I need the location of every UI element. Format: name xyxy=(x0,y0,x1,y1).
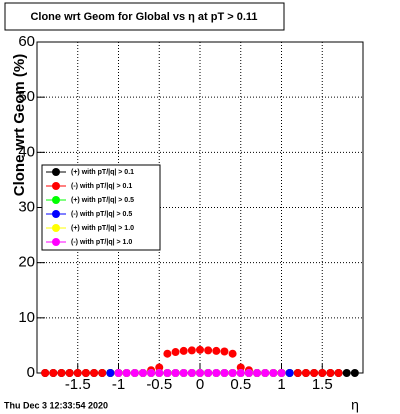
data-point xyxy=(228,349,237,358)
x-tick-label: 0 xyxy=(196,376,204,393)
data-point xyxy=(73,369,82,377)
legend-marker xyxy=(52,210,60,218)
data-point xyxy=(130,369,139,377)
data-point xyxy=(65,369,74,377)
data-point xyxy=(49,369,58,377)
data-point xyxy=(293,369,302,377)
data-point xyxy=(212,369,221,377)
data-point xyxy=(187,369,196,377)
data-point xyxy=(236,369,245,377)
data-point xyxy=(155,363,164,372)
legend-label: (-) with pT/|q| > 0.1 xyxy=(71,183,132,190)
data-point xyxy=(155,369,164,377)
data-point xyxy=(212,346,221,355)
data-point xyxy=(171,348,180,357)
data-point xyxy=(114,369,123,377)
x-tick-label: -1.5 xyxy=(65,376,91,393)
x-tick-label: -0.5 xyxy=(146,376,172,393)
data-point xyxy=(106,369,115,377)
data-point xyxy=(220,369,229,377)
x-tick-label: 0.5 xyxy=(230,376,251,393)
data-point xyxy=(98,369,107,377)
y-tick-label: 30 xyxy=(18,198,35,215)
legend-label: (+) with pT/|q| > 1.0 xyxy=(71,225,134,232)
data-point xyxy=(253,369,262,377)
legend-box xyxy=(41,164,161,251)
y-tick-label: 0 xyxy=(27,364,35,381)
y-tick-label: 60 xyxy=(18,33,35,50)
x-tick-label: 1.5 xyxy=(312,376,333,393)
data-point xyxy=(236,363,245,372)
data-point xyxy=(179,369,188,377)
data-point xyxy=(326,369,335,377)
data-point xyxy=(204,346,213,355)
data-point xyxy=(196,369,204,377)
y-tick-label: 20 xyxy=(18,254,35,271)
chart-title: Clone wrt Geom for Global vs η at pT > 0… xyxy=(30,11,257,23)
data-point xyxy=(220,347,229,356)
legend-marker xyxy=(52,182,60,190)
data-point xyxy=(244,369,253,377)
legend-marker xyxy=(52,224,60,232)
data-point xyxy=(285,369,294,377)
y-axis-label: Clone wrt Geom (%) xyxy=(11,54,28,197)
data-point xyxy=(163,349,172,358)
y-tick-label: 10 xyxy=(18,309,35,326)
data-point xyxy=(187,346,196,355)
data-point xyxy=(228,369,237,377)
legend-label: (-) with pT/|q| > 1.0 xyxy=(71,239,132,246)
x-tick-label: -1 xyxy=(112,376,125,393)
legend-label: (+) with pT/|q| > 0.1 xyxy=(71,169,134,176)
data-point xyxy=(204,369,213,377)
data-point xyxy=(261,369,270,377)
legend-label: (+) with pT/|q| > 0.5 xyxy=(71,197,134,204)
title-box xyxy=(4,2,285,31)
data-point xyxy=(350,369,359,377)
data-point xyxy=(310,369,319,377)
data-point xyxy=(318,369,327,377)
data-point xyxy=(57,369,66,377)
y-tick-label: 40 xyxy=(18,143,35,160)
x-tick-label: 1 xyxy=(277,376,285,393)
legend-marker xyxy=(52,238,60,246)
x-axis-label: η xyxy=(351,397,359,413)
legend-marker xyxy=(52,168,60,176)
data-point xyxy=(301,369,310,377)
data-point xyxy=(81,369,90,377)
data-point xyxy=(122,369,131,377)
data-point xyxy=(334,369,343,377)
data-point xyxy=(342,369,351,377)
data-point xyxy=(179,346,188,355)
data-point xyxy=(163,369,172,377)
data-point xyxy=(269,369,278,377)
y-tick-label: 50 xyxy=(18,88,35,105)
data-point xyxy=(90,369,99,377)
data-point xyxy=(41,369,50,377)
timestamp: Thu Dec 3 12:33:54 2020 xyxy=(4,400,108,410)
legend-marker xyxy=(52,196,60,204)
data-point xyxy=(138,369,147,377)
legend-label: (-) with pT/|q| > 0.5 xyxy=(71,211,132,218)
data-point xyxy=(147,369,156,377)
data-point xyxy=(277,369,286,377)
data-point xyxy=(196,345,204,354)
data-point xyxy=(171,369,180,377)
